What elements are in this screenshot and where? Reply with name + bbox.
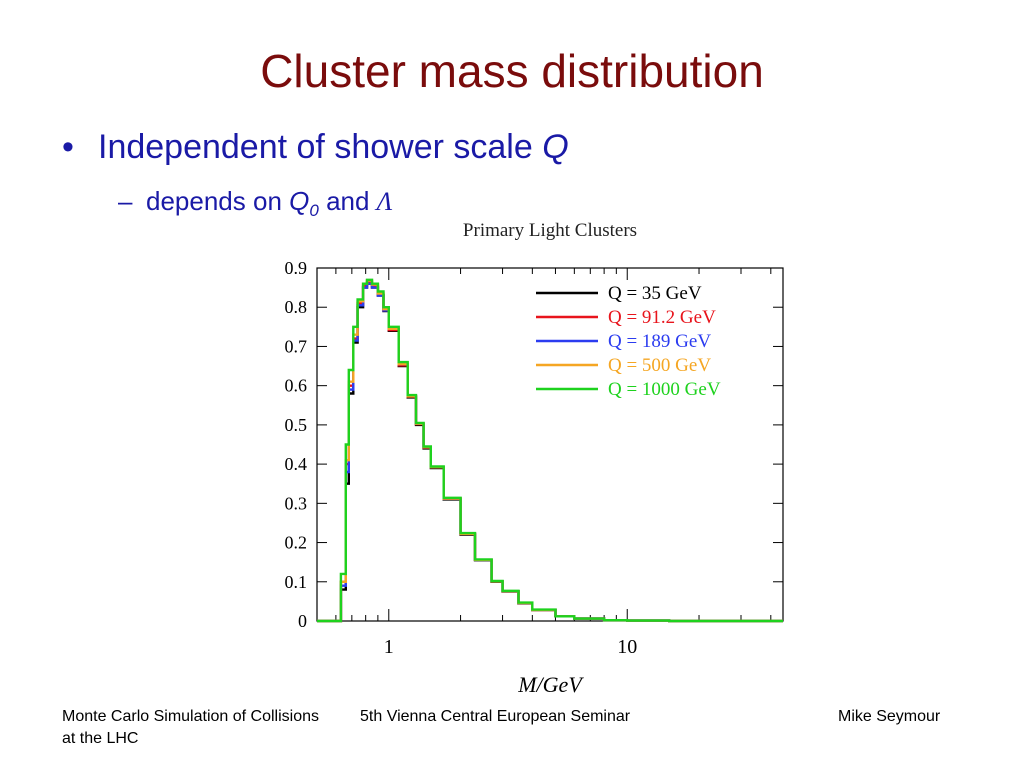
legend: Q = 35 GeV Q = 91.2 GeV Q = 189 GeV Q = 500…	[536, 283, 721, 400]
footer-author: Mike Seymour	[838, 708, 941, 725]
y-tick-label-7: 0.7	[285, 336, 308, 356]
x-tick-label-1: 10	[617, 636, 637, 658]
legend-label-3: Q = 500 GeV	[608, 355, 711, 376]
bullet2-and: and	[318, 186, 377, 216]
bullet2-prefix: depends on	[146, 186, 290, 216]
series-layer	[317, 278, 783, 623]
series-line-2	[317, 282, 783, 623]
y-tick-label-9: 0.9	[285, 258, 308, 278]
bullet-dot-icon: •	[62, 128, 74, 166]
footer-course: Monte Carlo Simulation of Collisions at …	[62, 708, 319, 747]
chart-title: Primary Light Clusters	[463, 220, 637, 241]
bullet2-sub: 0	[309, 201, 319, 220]
series-line-1	[317, 280, 783, 623]
y-tick-label-3: 0.3	[285, 493, 308, 513]
legend-label-0: Q = 35 GeV	[608, 283, 702, 304]
y-tick-label-1: 0.1	[285, 572, 308, 592]
plot-frame	[316, 267, 784, 622]
series-line-0	[317, 282, 783, 623]
bullet2-var: Q	[289, 186, 310, 216]
legend-label-2: Q = 189 GeV	[608, 331, 711, 352]
slide-title: Cluster mass distribution	[260, 45, 764, 97]
footer-event: 5th Vienna Central European Seminar	[360, 708, 631, 725]
bullet1-var: Q	[542, 128, 569, 166]
bullet-dash-icon: –	[118, 186, 133, 216]
legend-label-1: Q = 91.2 GeV	[608, 307, 716, 328]
y-tick-label-6: 0.6	[285, 376, 308, 396]
y-tick-label-4: 0.4	[285, 454, 308, 474]
bullet-independent: • Independent of shower scale Q	[62, 128, 569, 167]
x-axis-label: M/GeV	[517, 672, 584, 697]
y-tick-label-0: 0	[298, 611, 307, 631]
bullet-depends: – depends on Q0 and Λ	[118, 186, 392, 221]
bullet2-lambda: Λ	[376, 187, 393, 216]
series-line-3	[317, 279, 783, 623]
y-tick-label-8: 0.8	[285, 297, 308, 317]
series-line-4	[317, 278, 783, 623]
y-tick-label-5: 0.5	[285, 415, 308, 435]
y-tick-label-2: 0.2	[285, 533, 308, 553]
legend-label-4: Q = 1000 GeV	[608, 379, 721, 400]
x-tick-label-0: 1	[384, 636, 394, 658]
bullet1-text: Independent of shower scale	[98, 128, 543, 166]
